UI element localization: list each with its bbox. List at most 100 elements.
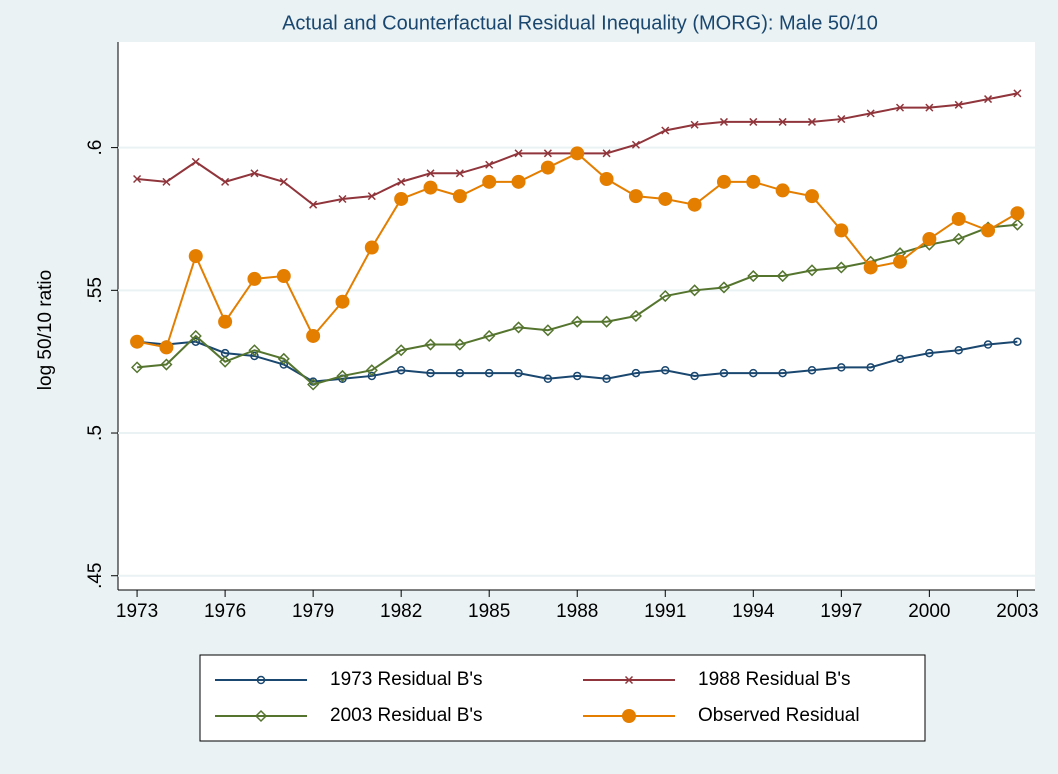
- data-point: [221, 177, 230, 186]
- data-point: [719, 368, 729, 378]
- data-point: [571, 315, 584, 328]
- data-point: [309, 200, 318, 209]
- legend-label: 1973 Residual B's: [330, 669, 483, 690]
- data-point: [1011, 218, 1024, 231]
- data-point: [279, 360, 289, 369]
- data-point: [397, 177, 406, 186]
- data-point: [659, 289, 672, 303]
- data-point: [423, 180, 438, 195]
- data-point: [688, 284, 701, 297]
- data-point: [338, 194, 347, 204]
- data-point: [452, 189, 467, 204]
- data-point: [541, 324, 554, 337]
- data-point: [863, 260, 878, 275]
- data-point: [543, 374, 553, 384]
- data-point: [631, 368, 641, 378]
- data-point: [250, 351, 259, 361]
- data-point: [485, 160, 494, 169]
- data-point: [807, 365, 817, 375]
- data-point: [719, 117, 728, 126]
- data-point: [687, 197, 702, 212]
- data-point: [395, 344, 408, 357]
- data-point: [602, 149, 611, 158]
- data-point: [951, 211, 966, 226]
- data-point: [954, 346, 963, 355]
- data-point: [749, 368, 758, 378]
- data-point: [130, 334, 145, 349]
- data-point: [219, 355, 232, 368]
- data-point: [837, 363, 846, 372]
- data-point: [365, 364, 378, 377]
- data-point: [1013, 89, 1022, 98]
- data-point: [602, 374, 611, 384]
- data-point: [484, 368, 494, 378]
- legend: [199, 654, 926, 742]
- x-tick-label: 1991: [644, 601, 686, 622]
- data-point: [954, 100, 963, 109]
- y-tick-label: .6: [85, 140, 106, 156]
- data-point: [482, 174, 497, 189]
- data-point: [952, 232, 965, 245]
- data-point: [717, 281, 731, 294]
- data-point: [690, 371, 699, 381]
- data-point: [131, 361, 144, 374]
- data-point: [511, 174, 526, 189]
- data-point: [335, 294, 350, 309]
- x-tick-label: 1973: [116, 601, 158, 622]
- data-point: [250, 169, 259, 178]
- data-point: [336, 369, 349, 382]
- data-point: [279, 177, 288, 186]
- data-point: [540, 160, 555, 175]
- data-point: [866, 363, 875, 372]
- data-point: [834, 223, 849, 238]
- data-point: [895, 103, 905, 112]
- data-point: [191, 337, 201, 346]
- data-point: [746, 174, 761, 189]
- data-point: [807, 117, 817, 126]
- data-point: [837, 115, 846, 124]
- data-point: [1010, 206, 1025, 221]
- data-point: [981, 223, 996, 238]
- data-point: [599, 172, 614, 186]
- data-point: [631, 140, 640, 149]
- data-point: [133, 174, 142, 184]
- legend-marker: [254, 709, 268, 723]
- data-point: [778, 117, 787, 126]
- x-tick-label: 2003: [996, 601, 1038, 622]
- data-point: [776, 269, 789, 283]
- data-point: [661, 126, 670, 135]
- data-point: [247, 271, 262, 286]
- data-point: [922, 231, 937, 246]
- data-point: [424, 338, 437, 351]
- legend-marker: [622, 709, 636, 723]
- data-point: [394, 191, 409, 206]
- data-point: [277, 352, 290, 365]
- data-point: [749, 117, 758, 126]
- chart-title: Actual and Counterfactual Residual Inequ…: [282, 12, 878, 34]
- data-point: [455, 368, 465, 378]
- data-point: [512, 321, 525, 334]
- data-point: [925, 103, 934, 112]
- data-point: [572, 371, 582, 381]
- data-point: [276, 269, 291, 284]
- legend-label: 1988 Residual B's: [698, 669, 851, 690]
- data-point: [306, 328, 321, 343]
- x-tick-label: 1976: [204, 601, 246, 622]
- data-point: [218, 314, 233, 329]
- legend-marker: [256, 675, 266, 685]
- legend-label: Observed Residual: [698, 705, 860, 726]
- data-point: [778, 368, 787, 378]
- data-point: [364, 240, 379, 255]
- y-tick-label: .45: [85, 563, 106, 589]
- data-point: [866, 109, 875, 118]
- data-point: [1013, 337, 1022, 346]
- x-tick-label: 1997: [820, 601, 862, 622]
- legend-label: 2003 Residual B's: [330, 705, 483, 726]
- data-point: [804, 189, 819, 204]
- data-point: [628, 189, 643, 204]
- data-point: [191, 157, 200, 166]
- data-point: [396, 365, 406, 375]
- legend-marker: [624, 675, 634, 685]
